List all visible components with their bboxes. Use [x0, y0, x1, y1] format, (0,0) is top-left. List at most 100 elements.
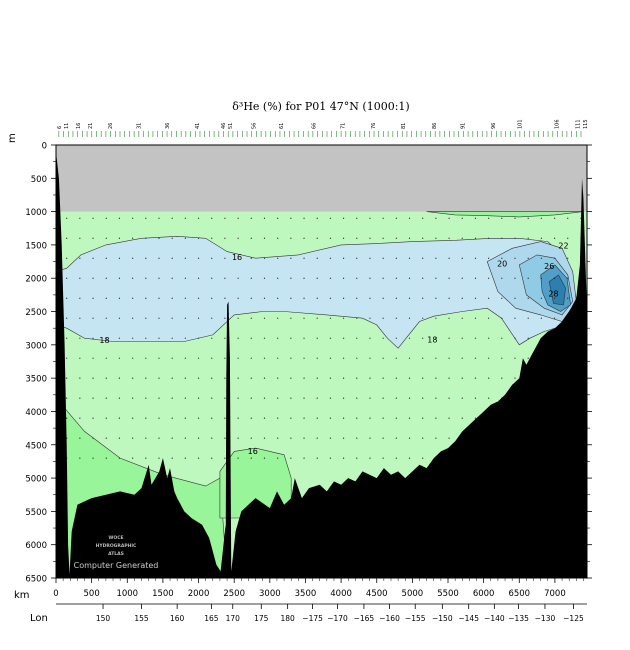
- sample-point: [263, 457, 266, 459]
- chart-title: δ³He (%) for P01 47°N (1000:1): [232, 100, 409, 113]
- sample-point: [171, 397, 173, 399]
- sample-point: [66, 217, 68, 219]
- sample-point: [290, 297, 292, 299]
- station-label: 111: [576, 119, 582, 129]
- sample-point: [92, 237, 94, 239]
- sample-point: [501, 377, 503, 379]
- sample-point: [197, 357, 200, 359]
- sample-point: [514, 277, 516, 279]
- station-label: 66: [311, 123, 317, 129]
- sample-point: [408, 417, 411, 419]
- sample-point: [132, 237, 134, 239]
- sample-point: [553, 237, 556, 239]
- sample-point: [382, 337, 384, 339]
- sample-point: [408, 337, 411, 339]
- sample-point: [171, 257, 173, 259]
- sample-point: [224, 297, 226, 299]
- sample-point: [342, 297, 345, 299]
- plot-area: 16 18 18 16 20 22 26 28 WOCE HYDROGRAPHIC ATLAS…: [56, 145, 587, 578]
- sample-point: [197, 237, 200, 239]
- sample-point: [250, 457, 252, 459]
- sample-point: [408, 297, 411, 299]
- sample-point: [92, 337, 94, 339]
- sample-point: [224, 237, 226, 239]
- sample-point: [342, 317, 345, 319]
- sample-point: [316, 357, 318, 359]
- sample-point: [461, 377, 463, 379]
- sample-point: [158, 237, 160, 239]
- sample-point: [132, 297, 134, 299]
- sample-point: [395, 297, 397, 299]
- sample-point: [342, 437, 345, 439]
- sample-point: [197, 397, 200, 399]
- sample-point: [211, 417, 213, 419]
- sample-point: [211, 377, 213, 379]
- sample-point: [461, 217, 463, 219]
- y-tick-label: 5000: [25, 475, 47, 485]
- sample-point: [408, 317, 411, 319]
- sample-point: [448, 277, 450, 279]
- sample-point: [197, 217, 200, 219]
- sample-point: [342, 277, 345, 279]
- sample-point: [567, 237, 569, 239]
- sample-point: [145, 417, 147, 419]
- sample-point: [118, 377, 121, 379]
- sample-point: [66, 377, 68, 379]
- sample-point: [448, 237, 450, 239]
- sample-point: [527, 277, 529, 279]
- sample-point: [408, 397, 411, 399]
- sample-point: [382, 297, 384, 299]
- sample-point: [527, 317, 529, 319]
- sample-point: [488, 277, 490, 279]
- sample-point: [290, 337, 292, 339]
- sample-point: [290, 397, 292, 399]
- sample-point: [277, 277, 279, 279]
- sample-point: [237, 217, 239, 219]
- sample-point: [356, 237, 358, 239]
- sample-point: [303, 357, 305, 359]
- sample-point: [567, 257, 569, 259]
- sample-point: [461, 257, 463, 259]
- sample-point: [448, 357, 450, 359]
- sample-point: [329, 337, 332, 339]
- sample-point: [263, 377, 266, 379]
- sample-point: [329, 397, 332, 399]
- sample-point: [474, 417, 477, 419]
- sample-point: [132, 277, 134, 279]
- sample-point: [158, 277, 160, 279]
- sample-point: [408, 277, 411, 279]
- sample-point: [132, 457, 134, 459]
- sample-point: [184, 457, 186, 459]
- sample-point: [224, 417, 226, 419]
- sample-point: [184, 337, 186, 339]
- sample-point: [290, 257, 292, 259]
- sample-point: [501, 337, 503, 339]
- station-label: 86: [432, 123, 438, 129]
- sample-point: [369, 317, 371, 319]
- sample-point: [356, 297, 358, 299]
- sample-point: [92, 217, 94, 219]
- sample-point: [290, 317, 292, 319]
- sample-point: [118, 437, 121, 439]
- station-label: 81: [401, 123, 407, 129]
- band-18-20: [56, 235, 577, 349]
- sample-point: [356, 457, 358, 459]
- sample-point: [277, 417, 279, 419]
- sample-point: [237, 457, 239, 459]
- sample-point: [422, 357, 424, 359]
- sample-point: [382, 277, 384, 279]
- sample-point: [290, 217, 292, 219]
- sample-point: [158, 357, 160, 359]
- sample-point: [369, 217, 371, 219]
- contour-label: 18: [99, 336, 109, 345]
- sample-point: [395, 277, 397, 279]
- sample-point: [211, 277, 213, 279]
- sample-point: [329, 417, 332, 419]
- computer-generated-label: Computer Generated: [74, 561, 159, 570]
- sample-point: [316, 417, 318, 419]
- sample-point: [145, 397, 147, 399]
- contour-label: 28: [548, 290, 558, 299]
- sample-point: [171, 217, 173, 219]
- sample-point: [527, 217, 529, 219]
- sample-point: [105, 457, 107, 459]
